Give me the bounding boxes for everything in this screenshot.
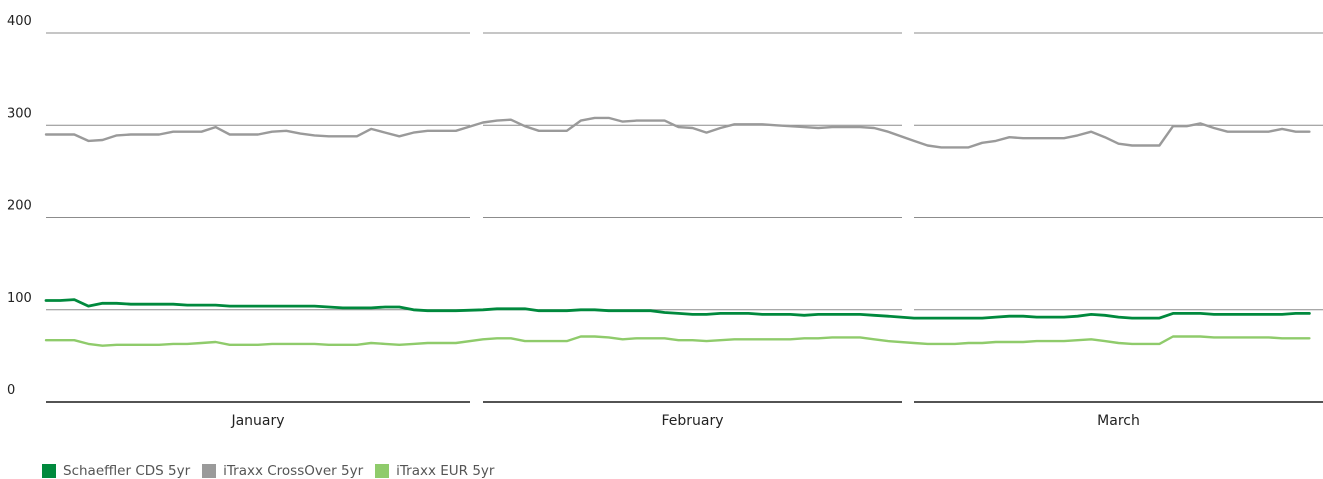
legend-item-eur: iTraxx EUR 5yr	[375, 463, 494, 479]
series-lines	[44, 116, 1311, 347]
legend-swatch-crossover	[202, 464, 217, 478]
y-tick-label-0: 0	[7, 383, 15, 398]
x-axis-labels: January February March	[230, 413, 1139, 429]
y-tick-label-400: 400	[7, 14, 32, 29]
legend: Schaeffler CDS 5yr iTraxx CrossOver 5yr …	[42, 463, 506, 479]
x-tick-label-february: February	[661, 413, 723, 429]
y-tick-label-200: 200	[7, 199, 32, 214]
series-line-itraxx-eur	[44, 335, 1311, 347]
series-line-schaeffler-cds	[44, 298, 1311, 320]
legend-item-schaeffler: Schaeffler CDS 5yr	[42, 463, 190, 479]
y-axis-labels: 0 100 200 300 400	[7, 14, 32, 398]
y-tick-label-100: 100	[7, 291, 32, 306]
legend-swatch-eur	[375, 464, 390, 478]
x-tick-label-march: March	[1097, 413, 1140, 429]
x-tick-label-january: January	[230, 413, 284, 429]
legend-swatch-schaeffler	[42, 464, 56, 478]
legend-label-eur: iTraxx EUR 5yr	[396, 463, 495, 479]
y-tick-label-300: 300	[7, 106, 32, 121]
legend-item-crossover: iTraxx CrossOver 5yr	[202, 463, 363, 479]
series-line-itraxx-crossover	[44, 116, 1311, 149]
gridlines	[46, 32, 1323, 403]
legend-label-schaeffler: Schaeffler CDS 5yr	[63, 463, 191, 479]
legend-label-crossover: iTraxx CrossOver 5yr	[223, 463, 364, 479]
